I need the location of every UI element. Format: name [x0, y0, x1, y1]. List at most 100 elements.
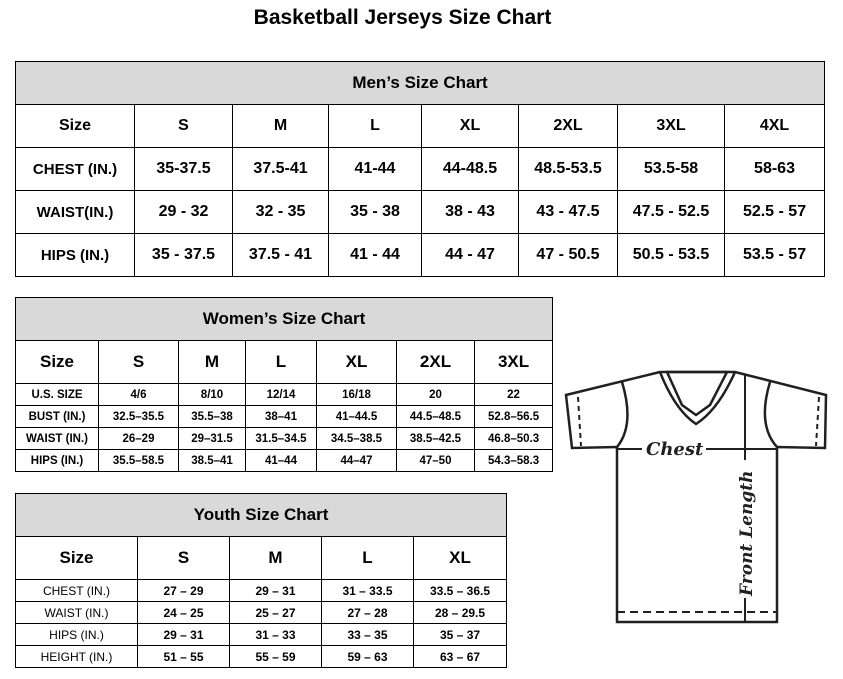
- table-cell: 31 – 33.5: [321, 579, 414, 602]
- table-cell: 37.5-41: [232, 147, 329, 191]
- table-cell: 25 – 27: [229, 601, 322, 624]
- column-header: L: [321, 536, 414, 580]
- table-cell: 44-48.5: [421, 147, 519, 191]
- column-header: XL: [412, 536, 508, 580]
- table-cell: 41–44: [245, 449, 317, 472]
- header-row: Size S M L XL: [15, 536, 508, 580]
- table-cell: 22: [473, 383, 554, 406]
- table-cell: 46.8–50.3: [473, 427, 554, 450]
- table-cell: 35 - 37.5: [134, 233, 233, 277]
- table-cell: 38 - 43: [421, 190, 519, 234]
- table-cell: 31.5–34.5: [245, 427, 317, 450]
- women-chart-title: Women’s Size Chart: [14, 297, 554, 341]
- table-row: CHEST (IN.) 27 – 29 29 – 31 31 – 33.5 33.5 –…: [15, 579, 508, 602]
- table-cell: 38.5–42.5: [396, 427, 475, 450]
- column-header: 2XL: [518, 104, 618, 148]
- table-cell: 63 – 67: [412, 645, 508, 668]
- table-cell: 52.8–56.5: [473, 405, 554, 428]
- row-label: WAIST(IN.): [15, 190, 135, 234]
- table-cell: 48.5-53.5: [518, 147, 618, 191]
- table-cell: 38.5–41: [178, 449, 246, 472]
- column-header: L: [245, 340, 317, 384]
- collar: [658, 370, 737, 426]
- column-header: S: [134, 104, 233, 148]
- table-cell: 29 – 31: [137, 623, 230, 646]
- row-label: BUST (IN.): [15, 405, 99, 428]
- row-label: HIPS (IN.): [15, 623, 138, 646]
- mens-size-table: Men’s Size Chart Size S M L XL 2XL 3XL 4XL CHEST …: [14, 61, 826, 277]
- row-label: HIPS (IN.): [15, 233, 135, 277]
- row-label: HEIGHT (IN.): [15, 645, 138, 668]
- table-cell: 35.5–38: [178, 405, 246, 428]
- row-label: WAIST (IN.): [15, 601, 138, 624]
- chest-label: Chest: [646, 439, 704, 460]
- table-row: WAIST (IN.) 24 – 25 25 – 27 27 – 28 28 – 29.…: [15, 601, 508, 624]
- sleeve-seams: [616, 381, 778, 448]
- row-label: U.S. SIZE: [15, 383, 99, 406]
- table-cell: 26–29: [98, 427, 179, 450]
- table-cell: 27 – 29: [137, 579, 230, 602]
- column-header: M: [232, 104, 329, 148]
- table-cell: 41 - 44: [328, 233, 422, 277]
- table-cell: 58-63: [723, 147, 826, 191]
- table-cell: 43 - 47.5: [518, 190, 618, 234]
- column-header: 3XL: [473, 340, 554, 384]
- table-cell: 32 - 35: [232, 190, 329, 234]
- table-cell: 59 – 63: [321, 645, 414, 668]
- column-header: L: [328, 104, 422, 148]
- table-cell: 47.5 - 52.5: [617, 190, 725, 234]
- table-cell: 37.5 - 41: [232, 233, 329, 277]
- table-cell: 41–44.5: [316, 405, 397, 428]
- front-length-label: Front Length: [737, 471, 757, 597]
- table-row: HIPS (IN.) 35 - 37.5 37.5 - 41 41 - 44 44 - …: [15, 233, 826, 277]
- column-header: S: [98, 340, 179, 384]
- table-cell: 4/6: [98, 383, 179, 406]
- youth-size-table: Youth Size Chart Size S M L XL CHEST (IN.) 27 –…: [14, 493, 508, 668]
- column-header: XL: [316, 340, 397, 384]
- table-cell: 50.5 - 53.5: [617, 233, 725, 277]
- column-header: S: [137, 536, 230, 580]
- table-row: BUST (IN.) 32.5–35.5 35.5–38 38–41 41–44.5 44…: [15, 405, 554, 428]
- tshirt-diagram: Chest Front Length: [564, 370, 828, 624]
- table-cell: 24 – 25: [137, 601, 230, 624]
- table-cell: 35-37.5: [134, 147, 233, 191]
- table-row: WAIST(IN.) 29 - 32 32 - 35 35 - 38 38 - 43 43…: [15, 190, 826, 234]
- column-header: XL: [421, 104, 519, 148]
- table-cell: 35 – 37: [412, 623, 508, 646]
- table-cell: 33.5 – 36.5: [412, 579, 508, 602]
- table-row: CHEST (IN.) 35-37.5 37.5-41 41-44 44-48.5 48.…: [15, 147, 826, 191]
- tshirt-outline: [564, 370, 828, 624]
- row-label: CHEST (IN.): [15, 579, 138, 602]
- table-cell: 47–50: [396, 449, 475, 472]
- column-header: Size: [15, 536, 138, 580]
- table-cell: 44.5–48.5: [396, 405, 475, 428]
- table-cell: 51 – 55: [137, 645, 230, 668]
- table-cell: 47 - 50.5: [518, 233, 618, 277]
- row-label: HIPS (IN.): [15, 449, 99, 472]
- table-cell: 16/18: [316, 383, 397, 406]
- table-cell: 29 – 31: [229, 579, 322, 602]
- column-header: 3XL: [617, 104, 725, 148]
- table-cell: 38–41: [245, 405, 317, 428]
- table-cell: 55 – 59: [229, 645, 322, 668]
- table-cell: 27 – 28: [321, 601, 414, 624]
- table-cell: 34.5–38.5: [316, 427, 397, 450]
- table-cell: 44 - 47: [421, 233, 519, 277]
- table-cell: 32.5–35.5: [98, 405, 179, 428]
- table-cell: 52.5 - 57: [723, 190, 826, 234]
- table-cell: 53.5 - 57: [723, 233, 826, 277]
- table-row: U.S. SIZE 4/6 8/10 12/14 16/18 20 22: [15, 383, 554, 406]
- row-label: WAIST (IN.): [15, 427, 99, 450]
- womens-size-table: Women’s Size Chart Size S M L XL 2XL 3XL U.S. SI…: [14, 297, 554, 472]
- table-cell: 20: [396, 383, 475, 406]
- table-row: WAIST (IN.) 26–29 29–31.5 31.5–34.5 34.5–38.…: [15, 427, 554, 450]
- table-row: HIPS (IN.) 29 – 31 31 – 33 33 – 35 35 – 37: [15, 623, 508, 646]
- row-label: CHEST (IN.): [15, 147, 135, 191]
- header-row: Size S M L XL 2XL 3XL 4XL: [15, 104, 826, 148]
- youth-chart-title: Youth Size Chart: [14, 493, 508, 537]
- table-cell: 35 - 38: [328, 190, 422, 234]
- table-cell: 12/14: [245, 383, 317, 406]
- table-cell: 54.3–58.3: [473, 449, 554, 472]
- table-cell: 53.5-58: [617, 147, 725, 191]
- table-cell: 31 – 33: [229, 623, 322, 646]
